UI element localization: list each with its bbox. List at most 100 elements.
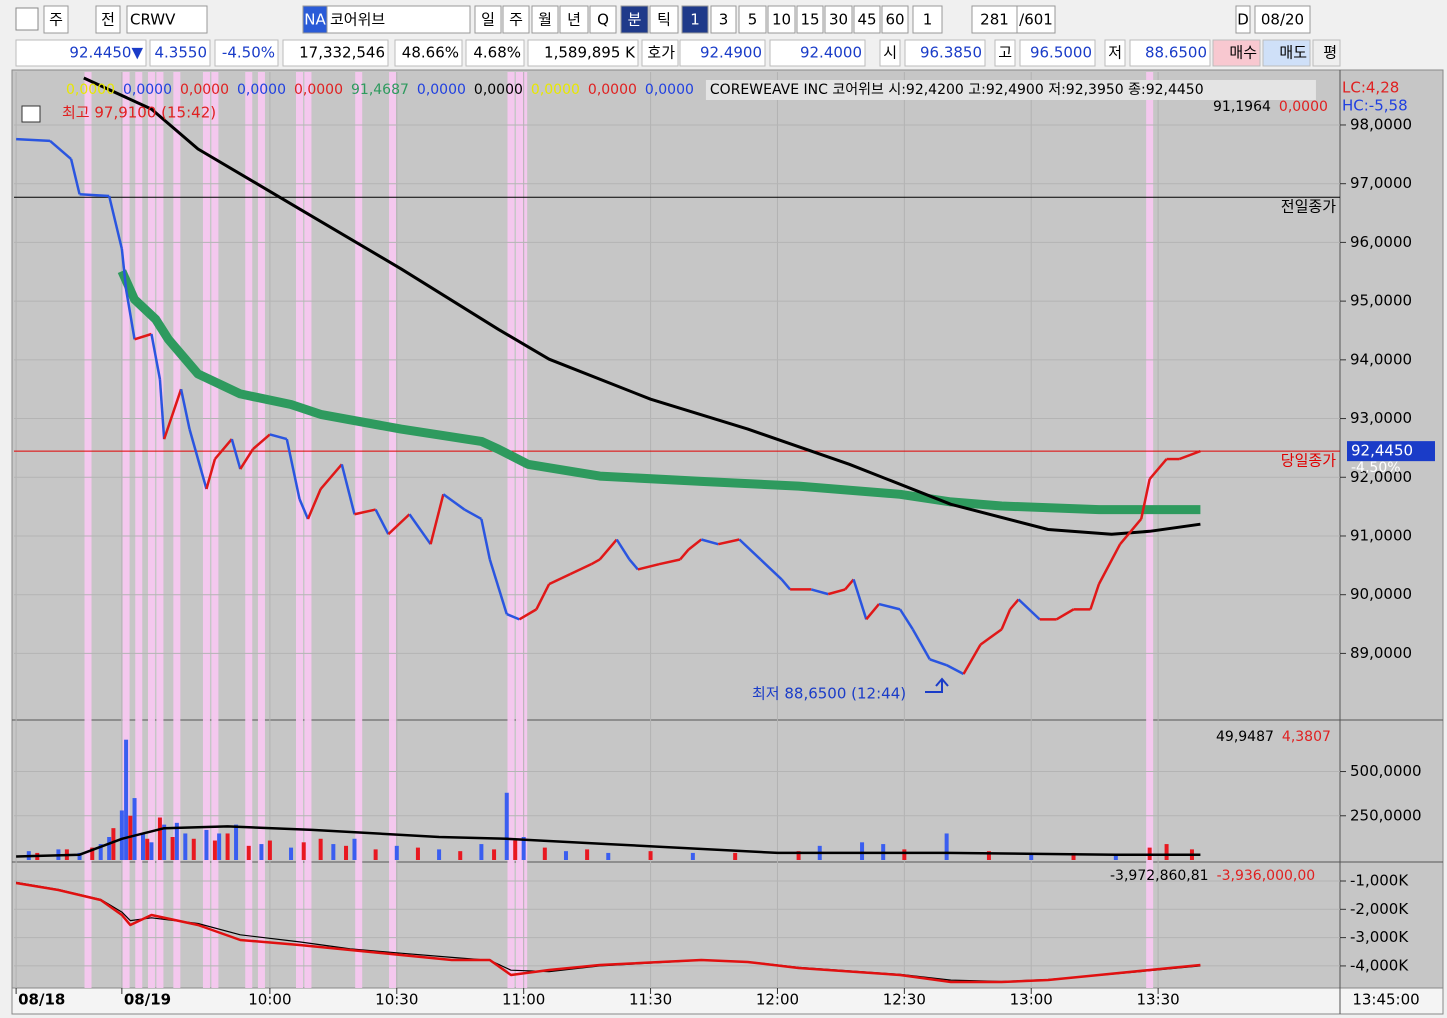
- y-tick-label: -4,000K: [1350, 956, 1409, 974]
- price-segment: [506, 612, 520, 621]
- toolbar-button[interactable]: [589, 5, 617, 34]
- toolbar-label[interactable]: 1: [690, 11, 700, 29]
- price-segment: [628, 558, 639, 571]
- toolbar-label[interactable]: 45: [857, 11, 876, 29]
- price-segment: [946, 664, 965, 676]
- volume-bar: [259, 844, 264, 860]
- toolbar-button[interactable]: [1254, 5, 1311, 34]
- y-tick-label: -3,000K: [1350, 928, 1409, 946]
- memo-icon[interactable]: [21, 105, 41, 123]
- quote-value[interactable]: 매수: [1229, 44, 1257, 62]
- quote-value: 호가: [647, 44, 675, 62]
- toolbar-label[interactable]: 30: [829, 11, 848, 29]
- hc-label: HC:-5,58: [1342, 97, 1408, 115]
- toolbar-button[interactable]: [767, 5, 796, 34]
- toolbar-button[interactable]: [502, 5, 530, 34]
- toolbar-label[interactable]: 주: [49, 11, 63, 29]
- toolbar-button[interactable]: [738, 5, 767, 34]
- legend-value: 0,0000: [294, 82, 343, 98]
- toolbar-button[interactable]: [1016, 5, 1056, 34]
- volume-bar: [246, 845, 251, 860]
- volume-bar: [1071, 852, 1076, 860]
- toolbar-label[interactable]: 틱: [657, 11, 671, 29]
- chart-icon[interactable]: [15, 7, 39, 31]
- volume-bar: [585, 849, 590, 860]
- quote-button[interactable]: [1262, 39, 1311, 67]
- volume-bar: [318, 838, 323, 860]
- toolbar-label[interactable]: 5: [748, 11, 758, 29]
- toolbar-button[interactable]: [1235, 5, 1251, 34]
- toolbar-label[interactable]: /601: [1019, 11, 1053, 29]
- quote-value[interactable]: 매도: [1279, 44, 1307, 62]
- toolbar-button[interactable]: [559, 5, 589, 34]
- toolbar-label[interactable]: 281: [980, 11, 1009, 29]
- price-segment: [319, 463, 343, 490]
- volume-bar: [183, 833, 188, 860]
- toolbar-button[interactable]: [912, 5, 943, 34]
- toolbar-button[interactable]: [326, 5, 471, 34]
- quote-cell: [679, 39, 766, 67]
- price-segment: [590, 558, 601, 566]
- price-segment: [700, 538, 719, 546]
- price-segment: [1017, 598, 1041, 621]
- toolbar-button[interactable]: [824, 5, 853, 34]
- toolbar-label[interactable]: D: [1237, 11, 1249, 29]
- volume-ma: [16, 825, 1201, 858]
- price-segment: [1009, 598, 1020, 611]
- toolbar-button[interactable]: [95, 5, 121, 34]
- toolbar-button[interactable]: [681, 5, 709, 34]
- quote-value: 96.3850: [920, 44, 982, 62]
- highlight-band: [296, 72, 304, 988]
- quote-button[interactable]: [1212, 39, 1261, 67]
- price-segment: [679, 548, 690, 561]
- price-segment: [1000, 608, 1012, 630]
- toolbar-button[interactable]: [853, 5, 881, 34]
- y-tick-label: 96,0000: [1350, 233, 1412, 251]
- volume-bar: [479, 844, 484, 860]
- volume-bar: [733, 852, 738, 860]
- toolbar-label[interactable]: 60: [885, 11, 904, 29]
- toolbar-button[interactable]: [474, 5, 502, 34]
- legend-value: 0,0000: [123, 82, 172, 98]
- toolbar-label[interactable]: 전: [101, 11, 115, 29]
- quote-value: 1,589,895 K: [544, 44, 636, 62]
- toolbar-button[interactable]: [620, 5, 649, 34]
- toolbar-label[interactable]: CRWV: [130, 11, 176, 29]
- quote-value[interactable]: 평: [1323, 44, 1337, 62]
- toolbar-button[interactable]: [531, 5, 559, 34]
- toolbar-label[interactable]: 일: [481, 11, 495, 29]
- price-segment: [285, 438, 301, 500]
- volume-bar: [415, 847, 420, 860]
- highlight-band: [135, 72, 143, 988]
- quote-button[interactable]: [1312, 39, 1341, 67]
- toolbar-label[interactable]: 년: [567, 11, 581, 29]
- toolbar-label[interactable]: 08/20: [1261, 11, 1304, 29]
- x-axis-end-label: 13:45:00: [1352, 991, 1419, 1009]
- toolbar-button[interactable]: [126, 5, 208, 34]
- highlight-band: [355, 72, 363, 988]
- toolbar-label[interactable]: 코어위브: [330, 11, 385, 29]
- toolbar-button[interactable]: [710, 5, 737, 34]
- highlight-band: [173, 72, 181, 988]
- toolbar-button[interactable]: [649, 5, 679, 34]
- price-segment: [865, 603, 880, 621]
- y-tick-label: 89,0000: [1350, 644, 1412, 662]
- highlight-band: [245, 72, 253, 988]
- toolbar-button[interactable]: [971, 5, 1018, 34]
- price-segment: [1119, 518, 1143, 546]
- toolbar-label[interactable]: 15: [800, 11, 819, 29]
- chart-header: COREWEAVE INC 코어위브 시:92,4200 고:92,4900 저…: [710, 82, 1204, 98]
- toolbar-label[interactable]: 3: [719, 11, 729, 29]
- toolbar-button[interactable]: [881, 5, 909, 34]
- toolbar-label[interactable]: 월: [538, 11, 552, 29]
- toolbar-label[interactable]: 1: [923, 11, 933, 29]
- toolbar-label[interactable]: 10: [772, 11, 791, 29]
- toolbar-label[interactable]: 분: [628, 11, 642, 29]
- toolbar-button[interactable]: [796, 5, 824, 34]
- toolbar-button[interactable]: [43, 5, 69, 34]
- toolbar-button[interactable]: [302, 5, 328, 34]
- toolbar-label[interactable]: Q: [597, 11, 609, 29]
- toolbar-label[interactable]: 주: [509, 11, 523, 29]
- toolbar-label[interactable]: NA: [304, 11, 326, 29]
